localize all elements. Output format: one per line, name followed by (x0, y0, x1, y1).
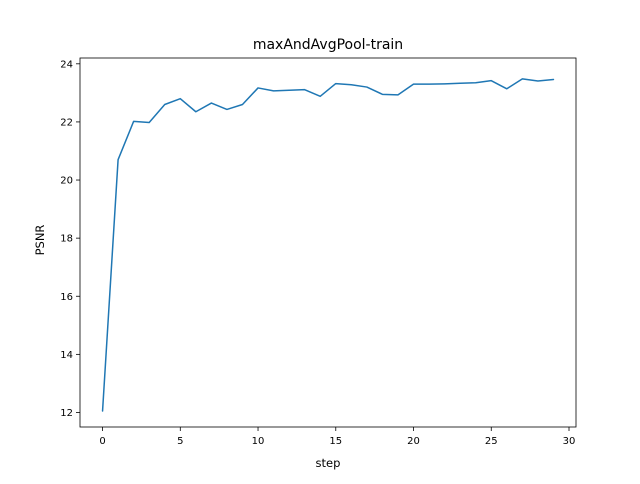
y-tick-label: 24 (60, 59, 73, 70)
x-axis-label: step (316, 456, 341, 470)
y-tick-label: 20 (60, 176, 73, 187)
y-tick-label: 16 (60, 292, 73, 303)
y-tick-label: 12 (60, 408, 73, 419)
x-tick-label: 30 (563, 436, 576, 447)
x-tick-label: 25 (485, 436, 498, 447)
axes-frame (79, 57, 577, 428)
series-line-0 (101, 78, 555, 412)
y-tick-label: 18 (60, 234, 73, 245)
chart-title: maxAndAvgPool-train (253, 37, 403, 53)
y-axis-label: PSNR (33, 225, 47, 256)
x-tick-label: 20 (407, 436, 420, 447)
y-tick-label: 22 (60, 117, 73, 128)
plot-area: 0 5 10 15 20 25 30 12 14 16 18 20 22 24 (60, 57, 577, 447)
x-tick-label: 0 (99, 436, 105, 447)
x-tick-label: 10 (252, 436, 265, 447)
y-tick-label: 14 (60, 350, 73, 361)
x-tick-label: 5 (177, 436, 183, 447)
x-tick-label: 15 (329, 436, 342, 447)
